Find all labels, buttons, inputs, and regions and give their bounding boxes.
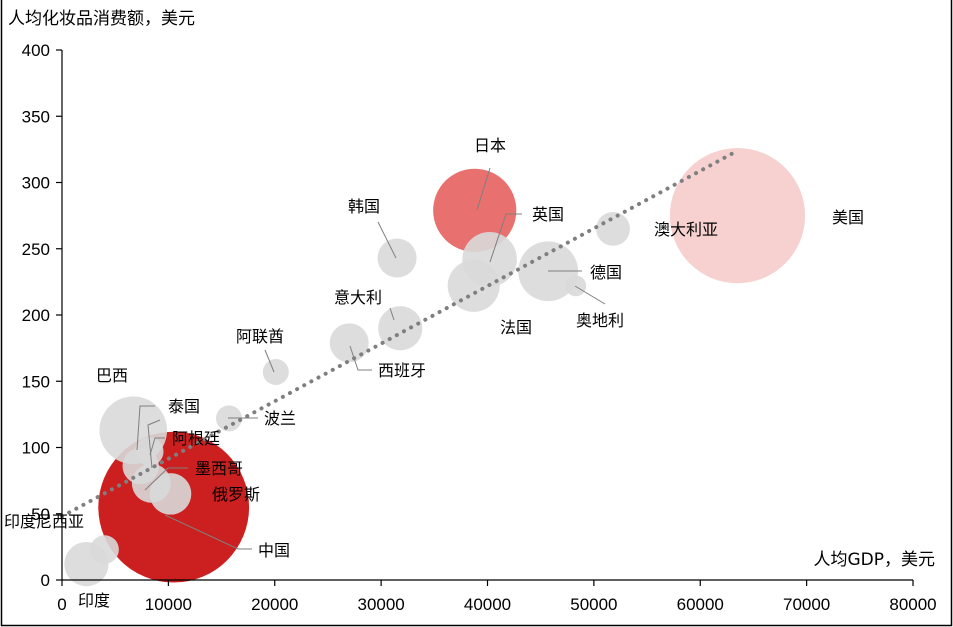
bubble-12 — [377, 238, 417, 278]
x-tick-label-7: 70000 — [783, 595, 830, 614]
bubble-18 — [596, 211, 630, 246]
bubble-9 — [262, 358, 289, 385]
y-tick-label-3: 150 — [22, 372, 50, 391]
point-label-19: 美国 — [832, 208, 864, 227]
y-tick-label-5: 250 — [22, 240, 50, 259]
trendline — [60, 148, 740, 519]
y-tick-label-0: 0 — [41, 571, 50, 590]
x-tick-label-8: 80000 — [889, 595, 936, 614]
point-label-13: 日本 — [474, 136, 506, 155]
leader-line-6 — [136, 405, 155, 451]
y-tick-label-6: 300 — [22, 174, 50, 193]
point-label-11: 意大利 — [334, 288, 382, 307]
leader-line-13 — [476, 167, 491, 211]
bubble-19 — [669, 148, 806, 284]
x-tick-label-0: 0 — [57, 595, 66, 614]
leader-line-12 — [377, 221, 397, 259]
point-label-2: 中国 — [258, 541, 290, 560]
x-tick-label-5: 50000 — [570, 595, 617, 614]
bubble-11 — [378, 306, 423, 351]
point-label-7: 泰国 — [168, 397, 200, 416]
leader-line-4 — [144, 467, 188, 491]
point-label-15: 法国 — [500, 318, 532, 337]
leader-line-2 — [164, 514, 252, 550]
x-tick-label-4: 40000 — [464, 595, 511, 614]
point-label-17: 奥地利 — [576, 311, 624, 330]
leader-line-17 — [574, 285, 606, 305]
point-label-16: 德国 — [590, 263, 622, 282]
x-tick-label-3: 30000 — [357, 595, 404, 614]
point-label-18: 澳大利亚 — [654, 220, 718, 239]
point-label-8: 波兰 — [264, 409, 296, 428]
bubble-17 — [565, 275, 587, 297]
bubble-5 — [134, 437, 164, 466]
point-label-5: 阿根廷 — [172, 429, 220, 448]
point-label-1: 印度 — [78, 591, 110, 610]
point-label-10: 西班牙 — [378, 361, 426, 380]
x-axis-title: 人均GDP，美元 — [813, 550, 935, 570]
y-tick-label-2: 100 — [22, 439, 50, 458]
y-tick-label-1: 50 — [31, 505, 50, 524]
point-label-0: 印度尼西亚 — [4, 512, 84, 531]
y-tick-label-4: 200 — [22, 306, 50, 325]
leader-line-5 — [149, 437, 165, 456]
x-tick-label-2: 20000 — [251, 595, 298, 614]
point-label-12: 韩国 — [348, 197, 380, 216]
point-label-9: 阿联酋 — [236, 327, 284, 346]
y-axis-title: 人均化妆品消费额，美元 — [8, 9, 195, 29]
point-label-4: 墨西哥 — [195, 459, 243, 478]
y-tick-label-8: 400 — [22, 41, 50, 60]
leader-line-9 — [264, 349, 275, 373]
bubble-13 — [433, 168, 517, 252]
leader-line-11 — [389, 307, 395, 321]
leader-line-10 — [349, 345, 372, 371]
bubble-0 — [90, 535, 119, 564]
point-label-14: 英国 — [532, 205, 564, 224]
leader-line-14 — [489, 213, 522, 263]
x-tick-label-6: 60000 — [677, 595, 724, 614]
point-label-3: 俄罗斯 — [212, 485, 260, 504]
bubble-10 — [329, 323, 369, 363]
point-label-6: 巴西 — [96, 366, 128, 385]
y-tick-label-7: 350 — [22, 107, 50, 126]
x-tick-label-1: 10000 — [145, 595, 192, 614]
leader-line-7 — [147, 419, 161, 469]
